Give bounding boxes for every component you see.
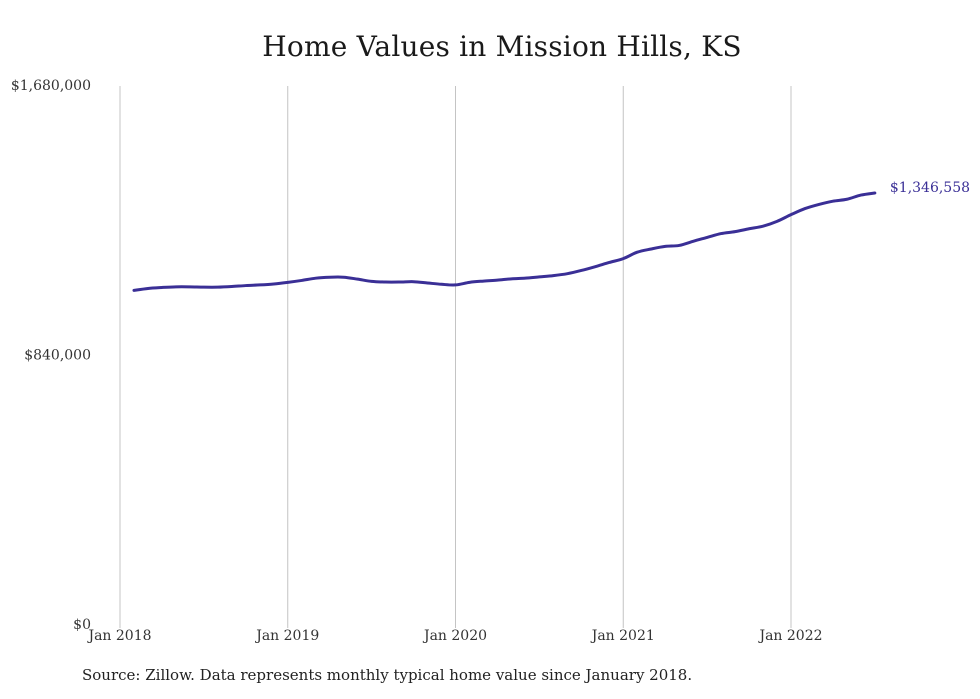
x-axis-ticks: Jan 2018 Jan 2019 Jan 2020 Jan 2021 Jan 2022 xyxy=(86,628,822,644)
vertical-gridlines xyxy=(119,86,792,628)
series-line-home-values xyxy=(132,191,877,292)
source-note: Source: Zillow. Data represents monthly … xyxy=(82,666,693,684)
y-tick-label: $0 xyxy=(73,617,91,633)
x-tick-label: Jan 2021 xyxy=(590,628,655,644)
end-value-label: $1,346,558 xyxy=(890,180,970,196)
chart-title: Home Values in Mission Hills, KS xyxy=(262,30,742,63)
x-tick-label: Jan 2019 xyxy=(254,628,319,644)
x-tick-label: Jan 2020 xyxy=(422,628,487,644)
x-tick-label: Jan 2022 xyxy=(757,628,822,644)
y-axis-ticks: $0 $840,000 $1,680,000 xyxy=(11,78,91,633)
y-tick-label: $1,680,000 xyxy=(11,78,91,94)
x-tick-label: Jan 2018 xyxy=(86,628,151,644)
y-tick-label: $840,000 xyxy=(24,348,91,364)
